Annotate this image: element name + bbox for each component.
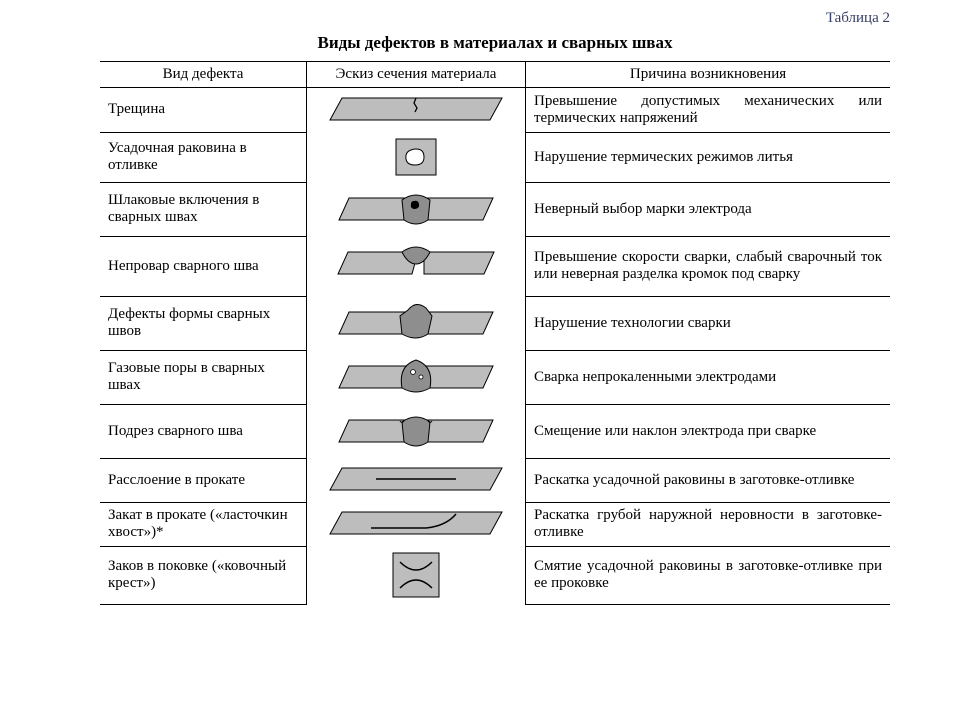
cell-cause: Раскатка усадочной раковины в заго­товке… (526, 458, 891, 502)
cell-cause: Нарушение термических режимов литья (526, 132, 891, 182)
sketch-svg (316, 298, 516, 348)
cell-name: Расслоение в прокате (100, 458, 307, 502)
table-header-row: Вид дефекта Эскиз сечения материала Прич… (100, 62, 890, 88)
table-row: Подрез сварного шва Смещение или наклон … (100, 404, 890, 458)
table-row: Расслоение в прокате Раскатка усадочной … (100, 458, 890, 502)
sketch-svg (316, 460, 516, 500)
cell-name: Дефекты формы сварных швов (100, 296, 307, 350)
col-cause: Причина возникновения (526, 62, 891, 88)
cell-name: Трещина (100, 88, 307, 133)
sketch-svg (316, 90, 516, 130)
cell-name: Заков в поковке («ковочный крест») (100, 546, 307, 604)
cell-cause: Сварка непрокаленными электродами (526, 350, 891, 404)
cell-name: Закат в прокате («ласточкин хвост»)* (100, 502, 307, 546)
cell-name: Усадочная раковина в отливке (100, 132, 307, 182)
sketch-svg (316, 238, 516, 294)
table-row: Непровар сварного шва Превышение скорости… (100, 236, 890, 296)
cell-sketch (307, 236, 526, 296)
cell-name: Шлаковые включе­ния в сварных швах (100, 182, 307, 236)
cell-sketch (307, 404, 526, 458)
cell-cause: Нарушение технологии сварки (526, 296, 891, 350)
table-row: Дефекты формы сварных швов Нарушение техн… (100, 296, 890, 350)
sketch-svg (316, 406, 516, 456)
cell-sketch (307, 88, 526, 133)
cell-name: Непровар сварного шва (100, 236, 307, 296)
cell-cause: Превышение скорости сварки, сла­бый свар… (526, 236, 891, 296)
cell-name: Подрез сварного шва (100, 404, 307, 458)
col-name: Вид дефекта (100, 62, 307, 88)
table-title: Виды дефектов в материалах и сварных шва… (100, 33, 890, 53)
sketch-svg (316, 504, 516, 544)
cell-sketch (307, 132, 526, 182)
table-row: Закат в прокате («ласточкин хвост»)* Рас… (100, 502, 890, 546)
sketch-svg (316, 352, 516, 402)
sketch-svg (316, 548, 516, 602)
col-sketch: Эскиз сечения материала (307, 62, 526, 88)
cell-sketch (307, 350, 526, 404)
table-row: Трещина Превышение допустимых механиче­с… (100, 88, 890, 133)
table-caption: Таблица 2 (100, 10, 890, 27)
cell-sketch (307, 458, 526, 502)
cell-cause: Смещение или наклон электрода при сварке (526, 404, 891, 458)
sketch-svg (316, 134, 516, 180)
cell-cause: Неверный выбор марки электрода (526, 182, 891, 236)
cell-cause: Смятие усадочной раковины в заго­товке-о… (526, 546, 891, 604)
table-row: Газовые поры в сварных швах Сварка непро… (100, 350, 890, 404)
cell-sketch (307, 546, 526, 604)
cell-sketch (307, 182, 526, 236)
table-row: Усадочная раковина в отливке Нарушение т… (100, 132, 890, 182)
cell-sketch (307, 296, 526, 350)
defects-table: Вид дефекта Эскиз сечения материала Прич… (100, 61, 890, 605)
cell-cause: Раскатка грубой наружной неровно­сти в з… (526, 502, 891, 546)
cell-cause: Превышение допустимых механиче­ских или … (526, 88, 891, 133)
table-row: Заков в поковке («ковочный крест») Смяти… (100, 546, 890, 604)
cell-name: Газовые поры в сварных швах (100, 350, 307, 404)
cell-sketch (307, 502, 526, 546)
table-row: Шлаковые включе­ния в сварных швах Неверн… (100, 182, 890, 236)
sketch-svg (316, 184, 516, 234)
